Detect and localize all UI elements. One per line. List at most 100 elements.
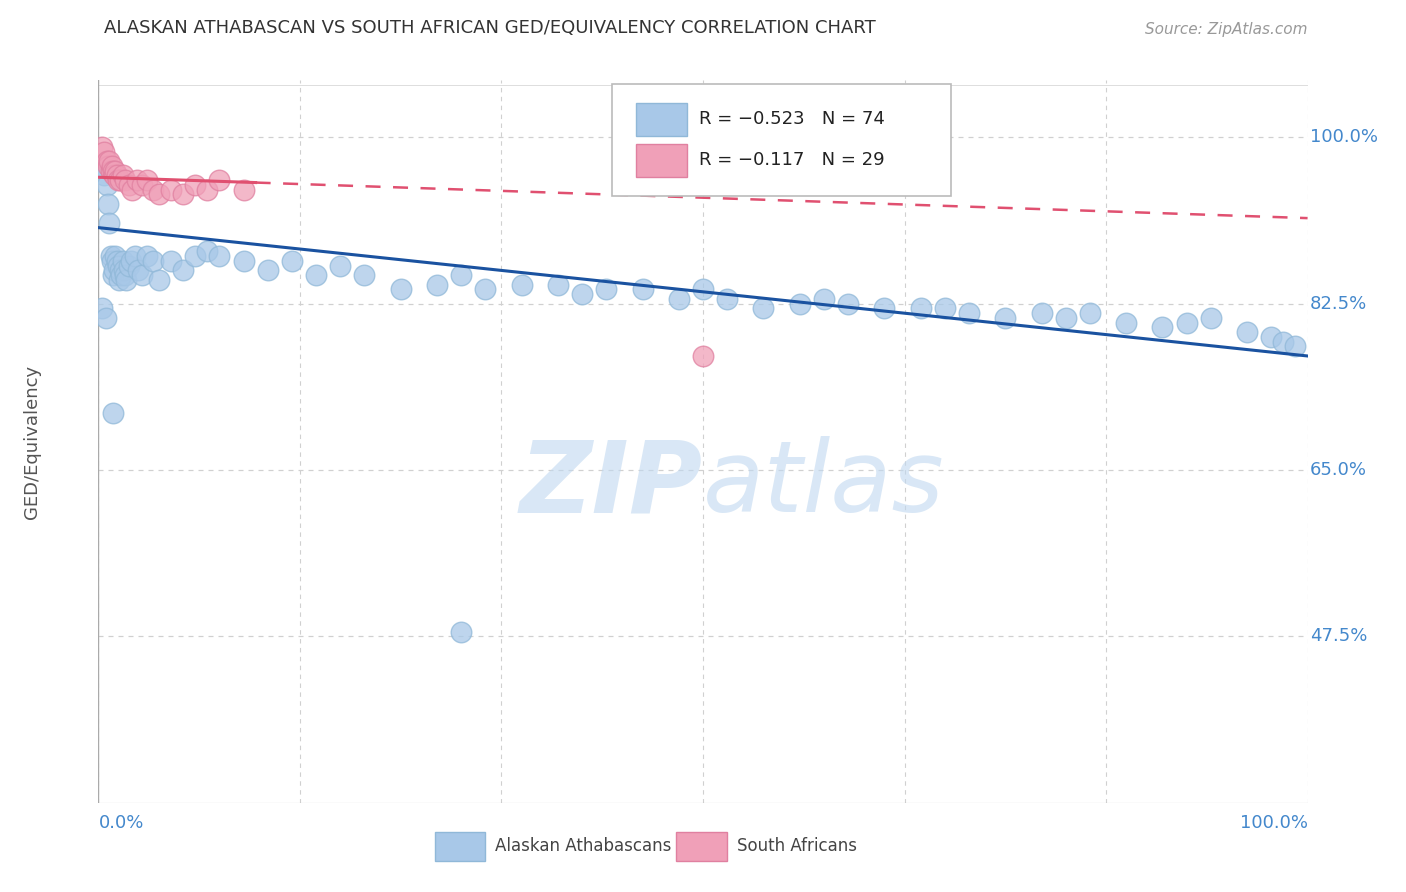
Point (107, 173, 129, 187)
Point (103, 169, 125, 183)
Text: GED/Equivalency: GED/Equivalency (22, 365, 41, 518)
Point (97, 197, 120, 211)
Point (111, 169, 134, 183)
Point (668, 292, 690, 306)
Text: atlas: atlas (703, 436, 945, 533)
Point (93, 145, 115, 159)
Point (1199, 310, 1222, 325)
Point (172, 263, 194, 277)
Text: ZIP: ZIP (520, 436, 703, 533)
Point (1054, 310, 1077, 325)
Point (692, 282, 714, 296)
FancyBboxPatch shape (637, 144, 688, 178)
Point (789, 296, 811, 310)
Text: 100.0%: 100.0% (1240, 814, 1308, 832)
Point (305, 268, 328, 282)
Point (105, 253, 128, 268)
Point (957, 306, 980, 320)
Point (184, 249, 207, 263)
Point (101, 406, 124, 420)
Point (910, 301, 932, 316)
Point (934, 301, 956, 316)
Point (108, 263, 131, 277)
Point (873, 301, 896, 316)
Point (160, 253, 183, 268)
Point (142, 253, 165, 268)
Point (716, 292, 738, 306)
Point (93, 169, 115, 183)
Point (98, 216, 121, 230)
Point (97, 159, 120, 173)
Point (510, 277, 533, 292)
FancyBboxPatch shape (676, 831, 727, 861)
Point (752, 301, 775, 316)
Point (692, 349, 714, 363)
Point (131, 178, 153, 192)
Point (98, 154, 121, 169)
Text: 47.5%: 47.5% (1310, 627, 1368, 646)
Point (124, 249, 146, 263)
Point (142, 183, 165, 197)
Point (1031, 306, 1053, 320)
Text: South Africans: South Africans (737, 838, 856, 855)
Point (91, 159, 114, 173)
Point (94, 310, 117, 325)
Point (547, 277, 569, 292)
FancyBboxPatch shape (613, 84, 950, 196)
Point (1078, 306, 1101, 320)
Point (120, 253, 142, 268)
Point (127, 173, 149, 187)
Point (994, 310, 1017, 325)
Point (195, 183, 218, 197)
Point (104, 249, 127, 263)
Point (100, 163, 122, 178)
Point (108, 173, 131, 187)
Text: 82.5%: 82.5% (1310, 294, 1367, 313)
Point (426, 277, 449, 292)
Point (100, 249, 122, 263)
Point (121, 183, 143, 197)
Text: 65.0%: 65.0% (1310, 461, 1367, 479)
Point (256, 263, 278, 277)
Point (135, 173, 157, 187)
Point (232, 183, 254, 197)
Point (96, 154, 118, 169)
Point (127, 263, 149, 277)
Point (595, 282, 617, 296)
Point (184, 178, 207, 192)
Point (107, 259, 129, 273)
Point (195, 244, 218, 259)
Point (111, 253, 134, 268)
Point (110, 268, 132, 282)
Point (571, 287, 593, 301)
Point (389, 282, 412, 296)
Point (172, 187, 194, 202)
Point (148, 273, 170, 287)
Point (114, 268, 136, 282)
Text: R = −0.523   N = 74: R = −0.523 N = 74 (699, 110, 886, 128)
Text: R = −0.117   N = 29: R = −0.117 N = 29 (699, 151, 884, 169)
Point (104, 163, 127, 178)
Point (118, 259, 141, 273)
Point (631, 282, 654, 296)
Point (353, 268, 375, 282)
Point (813, 292, 835, 306)
Point (1284, 339, 1306, 353)
Text: Alaskan Athabascans: Alaskan Athabascans (495, 838, 672, 855)
Point (837, 296, 859, 310)
Point (91, 140, 114, 154)
Point (160, 183, 183, 197)
Point (1115, 316, 1137, 330)
Point (118, 178, 141, 192)
Text: ALASKAN ATHABASCAN VS SOUTH AFRICAN GED/EQUIVALENCY CORRELATION CHART: ALASKAN ATHABASCAN VS SOUTH AFRICAN GED/… (104, 19, 876, 37)
Point (101, 268, 124, 282)
Text: 100.0%: 100.0% (1310, 128, 1378, 146)
Point (1175, 316, 1198, 330)
Text: Source: ZipAtlas.com: Source: ZipAtlas.com (1144, 22, 1308, 37)
Point (91, 301, 114, 316)
FancyBboxPatch shape (637, 103, 688, 136)
Point (329, 259, 352, 273)
Point (115, 273, 138, 287)
Point (232, 253, 254, 268)
Point (148, 187, 170, 202)
